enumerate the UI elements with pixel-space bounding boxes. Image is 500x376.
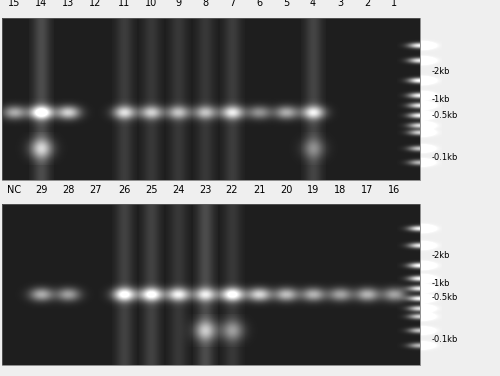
Text: 11: 11 (118, 0, 130, 8)
Text: -1kb: -1kb (432, 279, 450, 288)
Text: 1: 1 (391, 0, 397, 8)
Text: 20: 20 (280, 185, 292, 195)
Text: -0.1kb: -0.1kb (432, 335, 458, 344)
Bar (2, 204, 420, 365)
Text: 22: 22 (226, 185, 238, 195)
Text: 15: 15 (8, 0, 20, 8)
Text: 23: 23 (199, 185, 211, 195)
Text: 16: 16 (388, 185, 400, 195)
Text: 10: 10 (145, 0, 157, 8)
Text: 27: 27 (89, 185, 101, 195)
Text: 25: 25 (145, 185, 157, 195)
Text: 2: 2 (364, 0, 370, 8)
Text: 13: 13 (62, 0, 74, 8)
Text: 17: 17 (361, 185, 373, 195)
Text: 12: 12 (89, 0, 101, 8)
Text: 14: 14 (35, 0, 47, 8)
Text: -2kb: -2kb (432, 68, 450, 76)
Text: 21: 21 (253, 185, 265, 195)
Text: 29: 29 (35, 185, 47, 195)
Text: -1kb: -1kb (432, 96, 450, 105)
Text: -0.5kb: -0.5kb (432, 294, 458, 303)
Text: 6: 6 (256, 0, 262, 8)
Text: 19: 19 (307, 185, 319, 195)
Text: 7: 7 (229, 0, 235, 8)
Text: -0.1kb: -0.1kb (432, 153, 458, 162)
Text: 24: 24 (172, 185, 184, 195)
Text: NC: NC (7, 185, 21, 195)
Text: 28: 28 (62, 185, 74, 195)
Text: -0.5kb: -0.5kb (432, 111, 458, 120)
Text: -2kb: -2kb (432, 250, 450, 259)
Text: 8: 8 (202, 0, 208, 8)
Text: 18: 18 (334, 185, 346, 195)
Bar (2, 18, 420, 180)
Text: 3: 3 (337, 0, 343, 8)
Text: 9: 9 (175, 0, 181, 8)
Text: 5: 5 (283, 0, 289, 8)
Text: 4: 4 (310, 0, 316, 8)
Text: 26: 26 (118, 185, 130, 195)
